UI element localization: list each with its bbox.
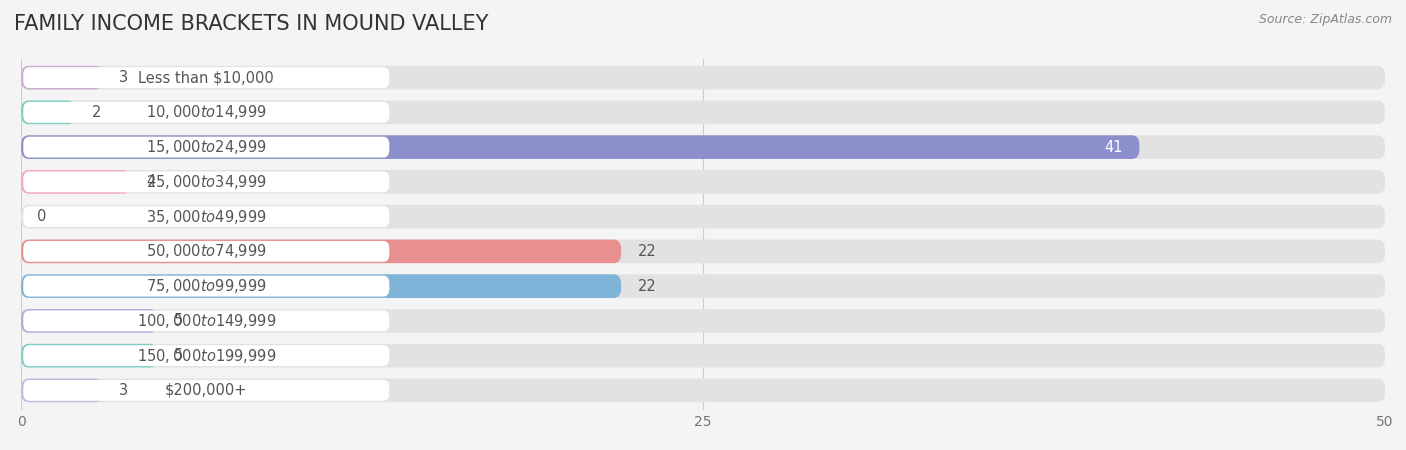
FancyBboxPatch shape: [24, 380, 389, 401]
FancyBboxPatch shape: [21, 100, 76, 124]
Text: $200,000+: $200,000+: [165, 383, 247, 398]
FancyBboxPatch shape: [24, 345, 389, 366]
FancyBboxPatch shape: [24, 276, 389, 297]
FancyBboxPatch shape: [21, 170, 131, 194]
FancyBboxPatch shape: [21, 309, 1385, 333]
Text: $100,000 to $149,999: $100,000 to $149,999: [136, 312, 276, 330]
Text: $25,000 to $34,999: $25,000 to $34,999: [146, 173, 267, 191]
FancyBboxPatch shape: [21, 239, 621, 263]
FancyBboxPatch shape: [21, 205, 1385, 229]
Text: 3: 3: [120, 70, 128, 85]
FancyBboxPatch shape: [21, 66, 103, 90]
Text: $10,000 to $14,999: $10,000 to $14,999: [146, 104, 267, 122]
Text: 5: 5: [174, 313, 183, 328]
FancyBboxPatch shape: [21, 274, 621, 298]
FancyBboxPatch shape: [21, 135, 1385, 159]
Text: Less than $10,000: Less than $10,000: [138, 70, 274, 85]
Text: 5: 5: [174, 348, 183, 363]
Text: FAMILY INCOME BRACKETS IN MOUND VALLEY: FAMILY INCOME BRACKETS IN MOUND VALLEY: [14, 14, 488, 33]
FancyBboxPatch shape: [21, 66, 1385, 90]
Text: Source: ZipAtlas.com: Source: ZipAtlas.com: [1258, 14, 1392, 27]
Text: 22: 22: [637, 279, 657, 294]
FancyBboxPatch shape: [21, 274, 1385, 298]
FancyBboxPatch shape: [21, 135, 1139, 159]
Text: 3: 3: [120, 383, 128, 398]
FancyBboxPatch shape: [24, 67, 389, 88]
Text: $150,000 to $199,999: $150,000 to $199,999: [136, 346, 276, 364]
FancyBboxPatch shape: [24, 171, 389, 192]
FancyBboxPatch shape: [24, 137, 389, 157]
Text: 0: 0: [38, 209, 46, 224]
FancyBboxPatch shape: [21, 309, 157, 333]
FancyBboxPatch shape: [24, 102, 389, 123]
Text: $35,000 to $49,999: $35,000 to $49,999: [146, 207, 267, 225]
Text: $75,000 to $99,999: $75,000 to $99,999: [146, 277, 267, 295]
FancyBboxPatch shape: [21, 378, 1385, 402]
FancyBboxPatch shape: [24, 310, 389, 331]
Text: $50,000 to $74,999: $50,000 to $74,999: [146, 243, 267, 261]
FancyBboxPatch shape: [21, 100, 1385, 124]
Text: 41: 41: [1105, 140, 1123, 155]
FancyBboxPatch shape: [24, 206, 389, 227]
FancyBboxPatch shape: [21, 344, 157, 368]
Text: $15,000 to $24,999: $15,000 to $24,999: [146, 138, 267, 156]
Text: 4: 4: [146, 174, 156, 189]
Text: 22: 22: [637, 244, 657, 259]
FancyBboxPatch shape: [21, 239, 1385, 263]
FancyBboxPatch shape: [21, 170, 1385, 194]
FancyBboxPatch shape: [21, 378, 103, 402]
Text: 2: 2: [91, 105, 101, 120]
FancyBboxPatch shape: [21, 344, 1385, 368]
FancyBboxPatch shape: [24, 241, 389, 262]
